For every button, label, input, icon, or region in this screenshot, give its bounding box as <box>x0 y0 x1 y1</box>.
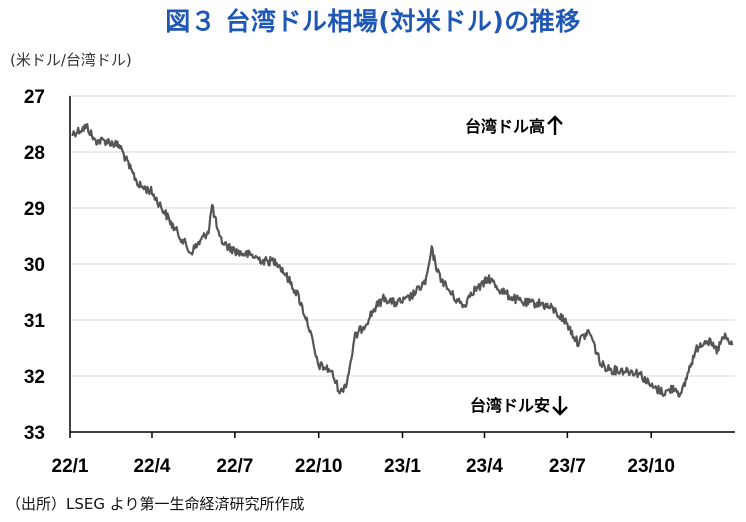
x-tick-label: 22/4 <box>133 456 170 477</box>
arrow-down-icon <box>552 396 568 416</box>
y-tick-label: 27 <box>24 87 45 108</box>
y-tick-label: 32 <box>24 367 45 388</box>
y-tick-label: 33 <box>24 423 45 444</box>
y-tick-label: 30 <box>24 255 45 276</box>
y-tick-label: 29 <box>24 199 45 220</box>
y-tick-label: 28 <box>24 143 45 164</box>
x-axis-tick-labels: 22/1 22/4 22/7 22/10 23/1 23/4 23/7 23/10 <box>52 456 675 477</box>
x-tick-label: 22/10 <box>295 456 343 477</box>
annotation-strong-label: 台湾ドル高 <box>465 117 545 136</box>
y-axis-unit-label: (米ドル/台湾ドル) <box>10 51 132 69</box>
page-title: 図３ 台湾ドル相場(対米ドル)の推移 <box>165 7 581 36</box>
source-note: （出所）LSEG より第一生命経済研究所作成 <box>6 495 305 513</box>
grid-lines <box>70 95 735 377</box>
arrow-up-icon <box>547 115 563 135</box>
y-axis-tick-labels: 27 28 29 30 31 32 33 <box>24 87 46 444</box>
x-tick-label: 23/4 <box>466 456 503 477</box>
annotation-weak-label: 台湾ドル安 <box>470 396 550 415</box>
y-tick-label: 31 <box>24 311 46 332</box>
x-axis-ticks <box>69 432 652 438</box>
x-tick-label: 23/10 <box>627 456 675 477</box>
x-tick-label: 22/1 <box>52 456 89 477</box>
x-tick-label: 22/7 <box>216 456 253 477</box>
series-line <box>71 123 734 398</box>
x-tick-label: 23/7 <box>549 456 586 477</box>
x-tick-label: 23/1 <box>384 456 421 477</box>
